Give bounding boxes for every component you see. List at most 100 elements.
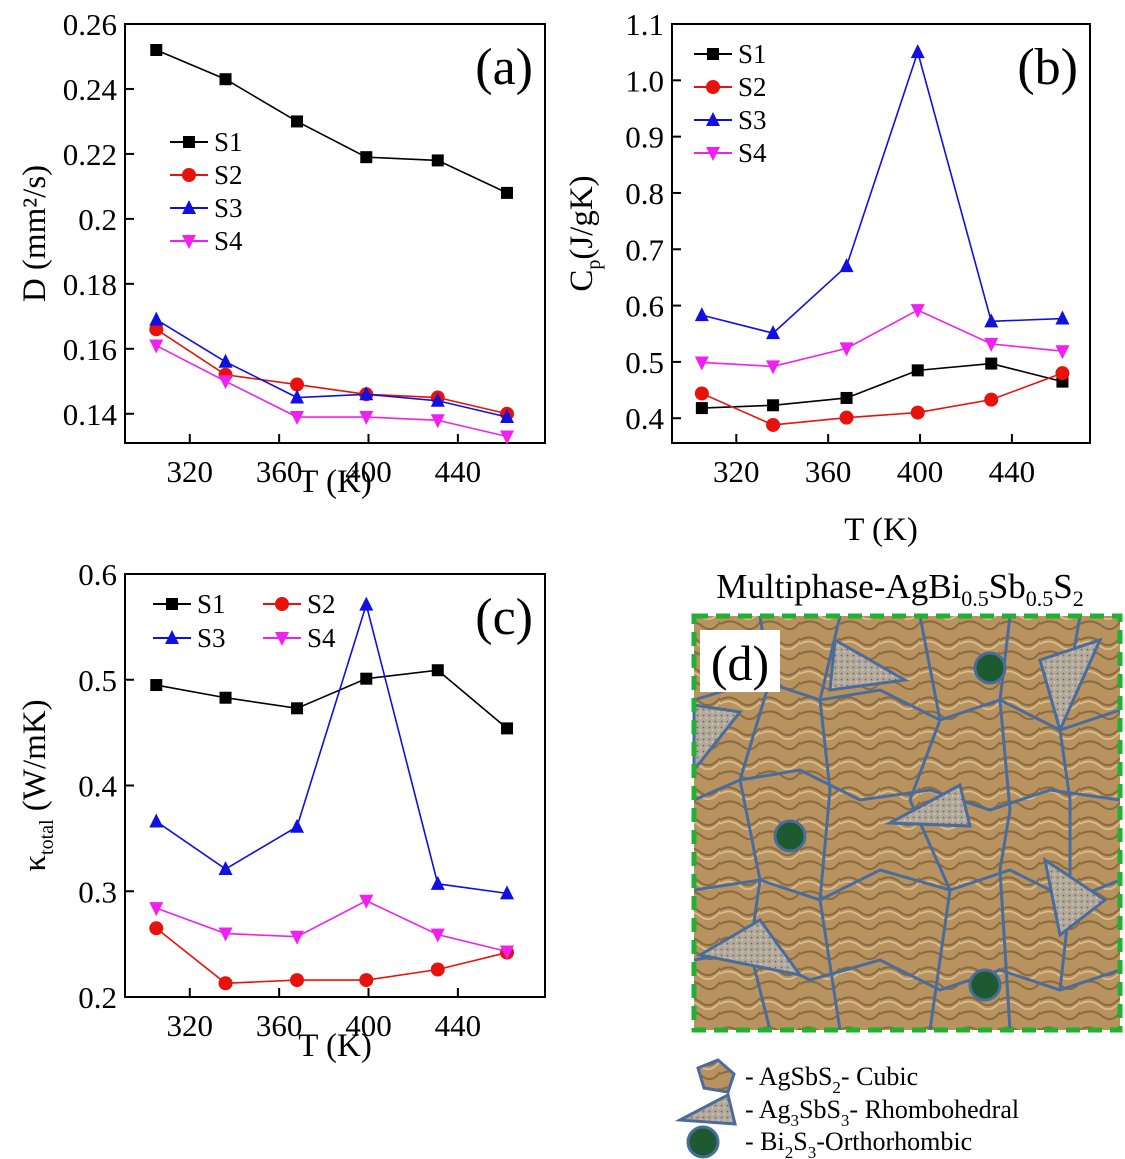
legend-label: S3 [738,105,767,135]
text-part: Multiphase-AgBi [716,567,961,606]
marker [149,813,164,828]
x-tick-label: 440 [435,454,482,489]
text-part: - Rhombohedral [849,1095,1019,1124]
marker [218,375,233,390]
label-box [700,630,780,692]
marker [291,115,304,128]
rhombohedral-grains [692,637,1108,978]
marker [910,304,925,319]
legend-label: S3 [197,623,226,653]
x-axis-label: T (K) [298,1028,372,1064]
series-line [156,899,508,953]
y-tick-label: 0.24 [63,72,118,107]
legend-label: S1 [197,589,226,619]
marker [694,356,709,371]
y-tick-label: 0.22 [63,137,117,172]
y-tick-label: 1.0 [625,63,664,98]
marker [695,402,708,415]
legend-label: S4 [307,623,336,653]
orthorhombic-grains [773,651,1007,1002]
marker [291,702,304,715]
legend-label: S2 [307,589,336,619]
legend-label: S4 [214,226,243,256]
marker [360,151,373,164]
series-line [701,309,1063,368]
text-part: Sb [989,567,1026,606]
marker [218,353,233,368]
marker [430,962,445,977]
marker [165,630,179,644]
x-axis-label: T (K) [844,512,918,548]
marker [984,313,999,328]
marker [839,258,854,273]
marker [219,691,232,704]
marker [290,377,305,392]
text-part: -Orthorhombic [816,1127,972,1156]
y-axis-label: D (mm²/s) [17,165,53,302]
marker [1055,345,1070,360]
marker [910,44,925,59]
marker [166,598,178,610]
text-part: κ [17,855,53,872]
marker [500,430,515,445]
marker [218,861,233,876]
y-tick-label: 1.1 [625,7,664,42]
y-tick-label: 0.6 [78,557,117,592]
legend-label: S1 [214,127,243,157]
marker [219,73,232,86]
text-part: (J/gK) [564,175,600,259]
series-line [155,927,508,985]
y-tick-label: 0.16 [63,332,117,367]
marker [150,43,163,56]
series-line [701,49,1063,335]
y-tick-label: 0.8 [625,176,664,211]
subscript: 2 [832,1078,841,1097]
marker [431,664,444,677]
legend-label: S1 [738,39,767,69]
text-part: S [1053,567,1072,606]
marker [430,392,445,407]
marker [360,672,373,685]
marker [290,973,305,988]
marker [766,325,781,340]
x-tick-label: 400 [345,1008,392,1043]
y-tick-label: 0.5 [78,663,117,698]
marker [984,392,999,407]
subscript: 3 [841,1111,850,1130]
legend-icons [674,1058,737,1159]
x-tick-label: 320 [167,1008,214,1043]
subscript: 3 [791,1111,800,1130]
marker [430,414,445,429]
panel-label: (d) [711,635,769,691]
marker [182,168,196,182]
marker [218,976,233,991]
marker [767,399,780,412]
x-tick-label: 320 [713,454,760,489]
marker [766,417,781,432]
marker [359,973,374,988]
marker [431,154,444,167]
schematic [674,613,1123,1159]
text-part: C [564,270,600,292]
legend-label: S4 [738,138,767,168]
legend-label: - Bi2S3-Orthorhombic [745,1127,972,1159]
text-part: D (mm²/s) [17,165,53,302]
y-tick-label: 0.4 [78,769,117,804]
marker [149,921,164,936]
marker [500,945,515,960]
marker [706,147,720,161]
x-tick-label: 400 [897,454,944,489]
marker [839,410,854,425]
legend-label: S2 [214,160,243,190]
marker [275,597,289,611]
marker [359,411,374,426]
marker [839,342,854,357]
marker [500,409,515,424]
panel-label: (c) [475,589,533,646]
marker [840,391,853,404]
marker [290,818,305,833]
y-tick-label: 0.2 [78,202,117,237]
x-tick-label: 440 [435,1008,482,1043]
marker [149,322,164,337]
marker [500,885,515,900]
